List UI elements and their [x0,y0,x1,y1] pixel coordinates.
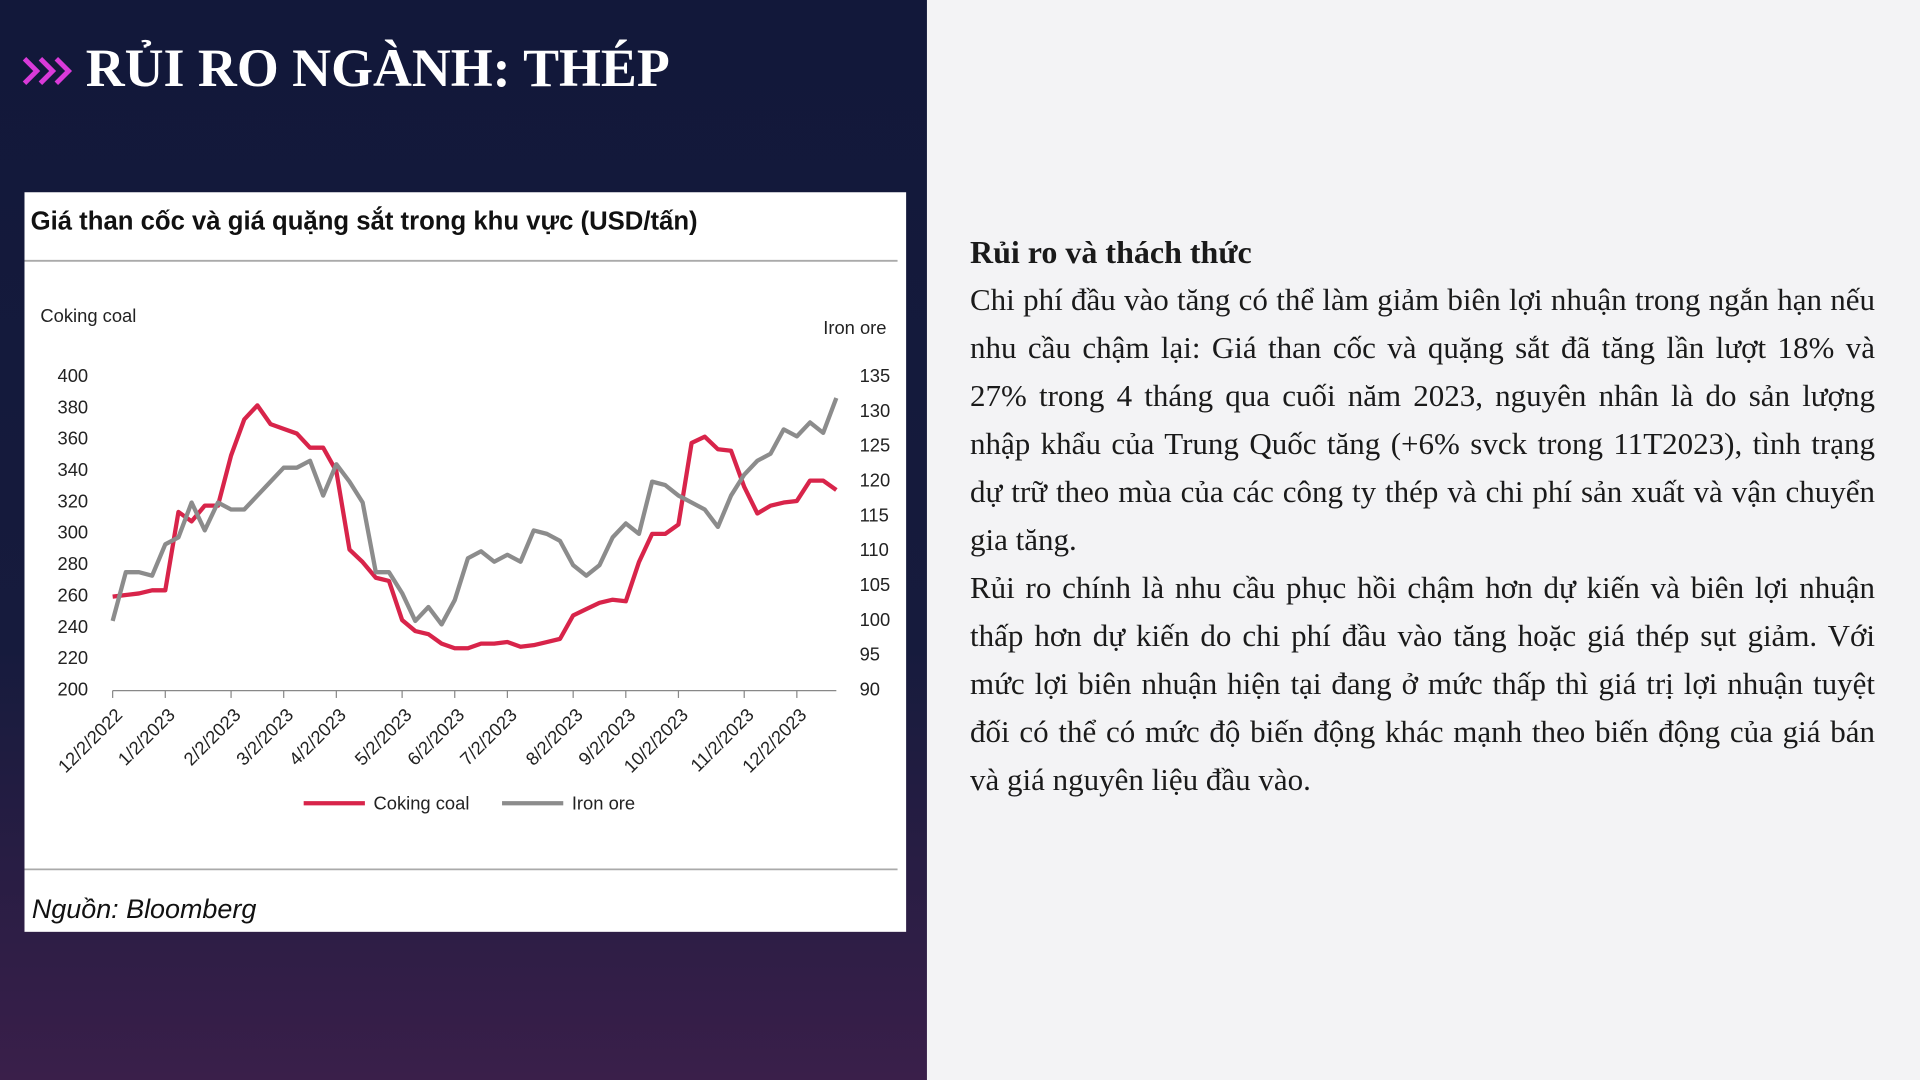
y2-tick-label: 105 [860,574,891,595]
y2-tick-label: 135 [860,365,891,386]
chart-title: Giá than cốc và giá quặng sắt trong khu … [31,206,698,236]
y-tick-label: 240 [58,616,89,637]
y-tick-label: 400 [58,365,89,386]
y-axis-label: Coking coal [40,305,136,326]
y-tick-label: 360 [58,428,89,449]
y-tick-label: 300 [58,522,89,543]
slide-title: RỦI RO NGÀNH: THÉP [86,38,670,98]
y2-tick-label: 100 [860,609,891,630]
y2-tick-label: 130 [860,400,891,421]
y-tick-label: 220 [58,647,89,668]
y-tick-label: 200 [58,678,89,699]
legend-label: Coking coal [373,792,469,813]
source: Nguồn: Bloomberg [32,894,257,924]
legend-label: Iron ore [572,792,635,813]
y2-tick-label: 115 [860,504,889,525]
y2-tick-label: 120 [860,469,891,490]
series-line [112,403,838,651]
y2-tick-label: 95 [860,644,880,665]
y2-tick-label: 110 [860,539,889,560]
y-tick-label: 320 [58,490,89,511]
paragraph: Rủi ro chính là nhu cầu phục hồi chậm hơ… [970,570,1875,797]
series-line [110,397,839,627]
y-tick-label: 340 [58,459,89,480]
y2-tick-label: 90 [860,678,880,699]
y-tick-label: 260 [58,584,89,605]
heading: Rủi ro và thách thức [970,234,1252,270]
y-tick-label: 280 [58,553,89,574]
text-panel: Rủi ro và thách thức Chi phí đầu vào tăn… [970,228,1875,804]
y-tick-label: 380 [58,396,89,417]
chevrons [22,57,73,85]
y2-axis-label: Iron ore [823,317,886,338]
y2-tick-label: 125 [860,435,891,456]
paragraph: Chi phí đầu vào tăng có thể làm giảm biê… [970,282,1875,557]
